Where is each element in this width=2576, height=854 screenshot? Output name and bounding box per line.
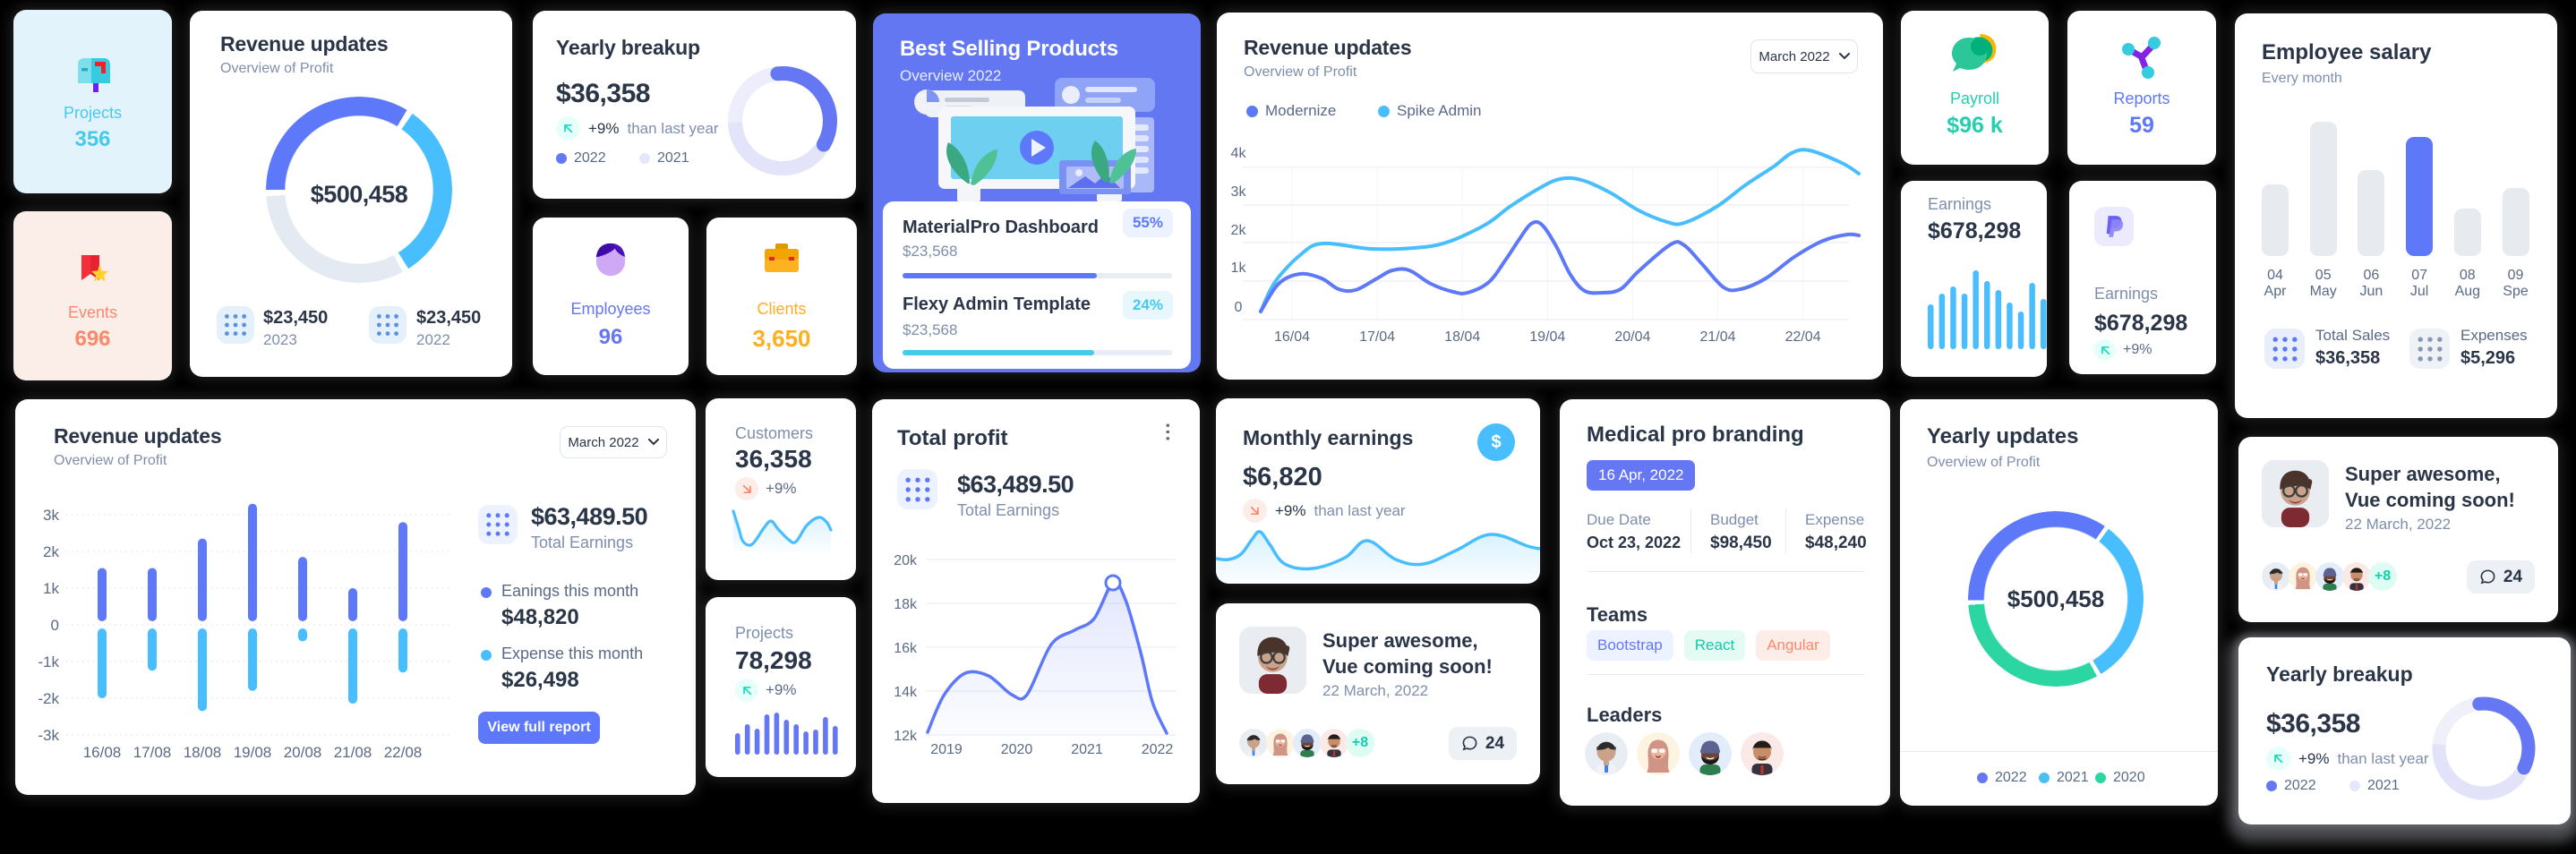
svg-text:17/08: 17/08: [133, 744, 172, 761]
svg-text:3k: 3k: [43, 507, 59, 524]
svg-text:16k: 16k: [894, 641, 918, 656]
svg-text:Jun: Jun: [2360, 284, 2383, 299]
svg-text:1k: 1k: [1231, 260, 1247, 276]
svg-text:Aug: Aug: [2455, 284, 2480, 299]
svg-text:Apr: Apr: [2264, 284, 2288, 299]
svg-text:07: 07: [2411, 268, 2427, 283]
svg-text:19/04: 19/04: [1529, 329, 1565, 345]
svg-text:18k: 18k: [894, 597, 918, 612]
svg-text:19/08: 19/08: [234, 744, 272, 761]
svg-text:-1k: -1k: [38, 653, 59, 670]
svg-text:06: 06: [2364, 268, 2380, 283]
svg-text:20/08: 20/08: [284, 744, 322, 761]
svg-text:22/08: 22/08: [384, 744, 423, 761]
svg-text:20/04: 20/04: [1614, 329, 1650, 345]
svg-text:3k: 3k: [1231, 184, 1247, 200]
svg-text:14k: 14k: [894, 685, 918, 700]
svg-text:2021: 2021: [1071, 742, 1103, 757]
svg-text:21/08: 21/08: [334, 744, 372, 761]
svg-text:-3k: -3k: [38, 727, 59, 744]
svg-text:16/04: 16/04: [1274, 329, 1310, 345]
svg-text:2019: 2019: [930, 742, 963, 757]
svg-text:16/08: 16/08: [83, 744, 122, 761]
svg-text:18/08: 18/08: [184, 744, 222, 761]
svg-text:18/04: 18/04: [1444, 329, 1480, 345]
svg-text:0: 0: [51, 617, 59, 634]
svg-text:2k: 2k: [43, 543, 59, 560]
svg-text:22/04: 22/04: [1785, 329, 1821, 345]
svg-text:17/04: 17/04: [1359, 329, 1395, 345]
svg-text:1k: 1k: [43, 580, 59, 597]
svg-text:May: May: [2310, 284, 2337, 299]
svg-text:08: 08: [2460, 268, 2476, 283]
svg-text:05: 05: [2315, 268, 2332, 283]
svg-text:2022: 2022: [1142, 742, 1174, 757]
svg-text:4k: 4k: [1231, 146, 1247, 161]
svg-text:21/04: 21/04: [1699, 329, 1735, 345]
svg-text:-2k: -2k: [38, 690, 59, 707]
svg-text:09: 09: [2508, 268, 2524, 283]
svg-text:Jul: Jul: [2410, 284, 2428, 299]
svg-text:2020: 2020: [1001, 742, 1033, 757]
svg-text:04: 04: [2267, 268, 2283, 283]
svg-text:12k: 12k: [894, 729, 918, 744]
svg-text:0: 0: [1235, 300, 1243, 315]
svg-text:20k: 20k: [894, 553, 918, 568]
svg-text:2k: 2k: [1231, 223, 1247, 238]
svg-text:Spe: Spe: [2503, 284, 2529, 299]
